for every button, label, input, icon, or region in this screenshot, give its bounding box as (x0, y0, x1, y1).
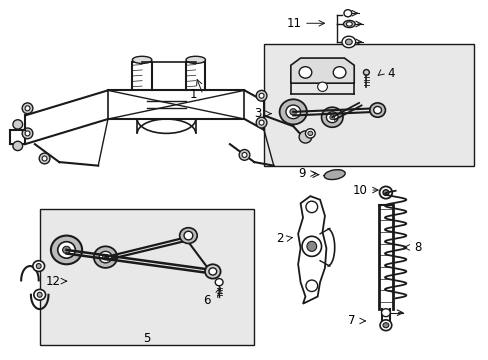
Ellipse shape (239, 149, 249, 160)
Ellipse shape (58, 242, 75, 258)
Ellipse shape (256, 117, 266, 128)
Ellipse shape (62, 246, 70, 253)
Ellipse shape (215, 279, 223, 286)
Ellipse shape (39, 153, 50, 164)
Ellipse shape (256, 90, 266, 101)
Ellipse shape (285, 105, 300, 119)
Polygon shape (290, 58, 353, 83)
Ellipse shape (99, 251, 112, 263)
Ellipse shape (25, 106, 30, 111)
Text: 12: 12 (46, 275, 61, 288)
Text: 2: 2 (275, 231, 283, 244)
Ellipse shape (259, 120, 264, 125)
Text: 8: 8 (413, 241, 421, 254)
Ellipse shape (13, 141, 22, 150)
Ellipse shape (102, 254, 108, 260)
Text: 5: 5 (143, 332, 150, 345)
Ellipse shape (305, 280, 317, 292)
Ellipse shape (22, 103, 33, 114)
Ellipse shape (183, 231, 192, 240)
Ellipse shape (306, 241, 316, 251)
Ellipse shape (42, 156, 47, 161)
Ellipse shape (34, 289, 45, 300)
Ellipse shape (382, 323, 388, 328)
Ellipse shape (307, 131, 312, 135)
Ellipse shape (299, 131, 311, 143)
Ellipse shape (329, 115, 334, 120)
Ellipse shape (204, 264, 220, 279)
Ellipse shape (379, 320, 391, 330)
Text: 7: 7 (347, 314, 355, 328)
Text: 6: 6 (203, 294, 210, 307)
Text: 9: 9 (298, 167, 305, 180)
Ellipse shape (22, 128, 33, 139)
Ellipse shape (132, 56, 152, 63)
Ellipse shape (179, 228, 197, 243)
Ellipse shape (343, 21, 354, 28)
Ellipse shape (332, 67, 345, 78)
Ellipse shape (185, 56, 205, 63)
Text: 10: 10 (352, 184, 367, 197)
Ellipse shape (289, 109, 296, 115)
Bar (264, 44, 473, 166)
Ellipse shape (279, 99, 306, 125)
Ellipse shape (36, 264, 41, 269)
Ellipse shape (341, 36, 355, 48)
Ellipse shape (37, 292, 42, 297)
Ellipse shape (321, 107, 342, 127)
Ellipse shape (51, 235, 82, 264)
Ellipse shape (259, 93, 264, 98)
Ellipse shape (346, 22, 351, 26)
Ellipse shape (208, 268, 216, 275)
Ellipse shape (302, 236, 321, 256)
Ellipse shape (25, 131, 30, 136)
Ellipse shape (299, 67, 311, 78)
Ellipse shape (363, 69, 368, 75)
Text: 3: 3 (254, 107, 261, 120)
Ellipse shape (94, 246, 117, 268)
Ellipse shape (305, 129, 315, 138)
Ellipse shape (13, 120, 22, 129)
Ellipse shape (382, 190, 388, 195)
Text: 1: 1 (189, 88, 197, 101)
Ellipse shape (381, 309, 389, 317)
Ellipse shape (345, 39, 351, 45)
Text: 4: 4 (386, 67, 394, 80)
Ellipse shape (379, 186, 391, 199)
Text: 11: 11 (286, 17, 301, 30)
Ellipse shape (324, 170, 345, 180)
Bar (40, 209, 254, 345)
Ellipse shape (326, 112, 337, 123)
Ellipse shape (242, 152, 246, 157)
Ellipse shape (369, 103, 385, 117)
Ellipse shape (317, 82, 327, 91)
Ellipse shape (33, 261, 44, 271)
Ellipse shape (343, 10, 351, 17)
Ellipse shape (305, 201, 317, 213)
Ellipse shape (373, 107, 381, 114)
